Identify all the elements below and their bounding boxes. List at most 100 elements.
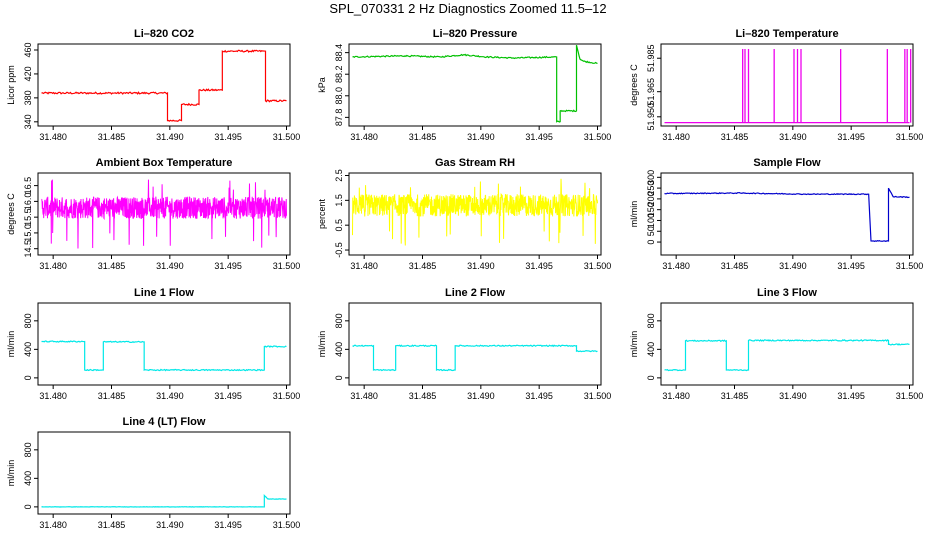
y-axis-label: degrees C bbox=[629, 64, 639, 106]
y-tick-label: 100 bbox=[646, 213, 656, 228]
x-tick-label: 31.485 bbox=[98, 132, 126, 142]
x-tick-label: 31.490 bbox=[779, 261, 807, 271]
series-line bbox=[41, 49, 287, 122]
plot-frame bbox=[348, 172, 602, 256]
x-tick-label: 31.490 bbox=[779, 391, 807, 401]
x-tick-label: 31.480 bbox=[350, 132, 378, 142]
data-area bbox=[352, 178, 598, 246]
y-axis-label: kPa bbox=[317, 77, 327, 93]
y-tick-label: 0 bbox=[646, 375, 656, 380]
x-tick-label: 31.485 bbox=[98, 261, 126, 271]
x-tick-label: 31.480 bbox=[662, 391, 690, 401]
y-axis-label: percent bbox=[317, 198, 327, 229]
y-tick-label: 250 bbox=[646, 181, 656, 196]
y-tick-label: 0 bbox=[646, 240, 656, 245]
y-tick-label: 200 bbox=[646, 191, 656, 206]
x-tick-label: 31.490 bbox=[467, 132, 495, 142]
y-tick-label: 300 bbox=[646, 170, 656, 185]
x-tick-label: 31.495 bbox=[525, 132, 553, 142]
plot-frame bbox=[348, 302, 602, 386]
x-tick-label: 31.500 bbox=[273, 520, 301, 530]
y-tick-label: 0 bbox=[23, 375, 33, 380]
x-tick-label: 31.500 bbox=[273, 132, 301, 142]
y-tick-label: 15.5 bbox=[23, 208, 33, 226]
y-tick-label: 460 bbox=[23, 42, 33, 57]
y-tick-label: 0.5 bbox=[334, 219, 344, 232]
x-tick-label: 31.495 bbox=[837, 391, 865, 401]
y-tick-label: 1.5 bbox=[334, 194, 344, 207]
figure-title: SPL_070331 2 Hz Diagnostics Zoomed 11.5–… bbox=[329, 1, 607, 16]
series-line bbox=[352, 44, 598, 123]
data-area bbox=[352, 44, 598, 123]
y-tick-label: 14.5 bbox=[23, 240, 33, 258]
y-tick-label: 2.5 bbox=[334, 169, 344, 182]
y-tick-label: 0 bbox=[23, 504, 33, 509]
x-tick-label: 31.495 bbox=[214, 132, 242, 142]
data-area bbox=[41, 493, 287, 508]
series-line bbox=[41, 493, 287, 508]
chart-panel-1: Li–820 CO2 31.480 31.485 31.490 31.495 31.500… bbox=[6, 28, 300, 142]
y-tick-label: 800 bbox=[646, 313, 656, 328]
x-tick-label: 31.500 bbox=[273, 391, 301, 401]
series-line bbox=[41, 340, 287, 372]
x-tick-label: 31.490 bbox=[156, 261, 184, 271]
x-tick-label: 31.485 bbox=[98, 520, 126, 530]
plot-frame bbox=[37, 431, 291, 515]
x-tick-label: 31.485 bbox=[721, 391, 749, 401]
y-tick-label: -0.5 bbox=[334, 242, 344, 258]
plot-frame bbox=[660, 172, 914, 256]
y-tick-label: 88.0 bbox=[334, 87, 344, 105]
plot-frame bbox=[660, 43, 914, 127]
y-tick-label: 15.0 bbox=[23, 224, 33, 242]
x-tick-label: 31.480 bbox=[39, 520, 67, 530]
panel-title: Gas Stream RH bbox=[435, 157, 515, 169]
x-tick-label: 31.500 bbox=[896, 261, 924, 271]
x-tick-label: 31.495 bbox=[837, 261, 865, 271]
panel-title: Ambient Box Temperature bbox=[96, 157, 233, 169]
y-axis-label: ml/min bbox=[629, 201, 639, 228]
x-tick-label: 31.480 bbox=[39, 261, 67, 271]
panel-title: Line 4 (LT) Flow bbox=[123, 416, 206, 428]
x-tick-label: 31.495 bbox=[214, 391, 242, 401]
data-area bbox=[41, 340, 287, 372]
y-tick-label: 16.0 bbox=[23, 193, 33, 211]
y-axis-label: ml/min bbox=[317, 331, 327, 358]
y-tick-label: 16.5 bbox=[23, 177, 33, 195]
x-tick-label: 31.500 bbox=[273, 261, 301, 271]
data-area bbox=[664, 187, 910, 242]
y-tick-label: 420 bbox=[23, 66, 33, 81]
y-axis-label: ml/min bbox=[6, 460, 16, 487]
y-tick-label: 87.8 bbox=[334, 109, 344, 127]
x-tick-label: 31.490 bbox=[156, 520, 184, 530]
y-tick-label: 88.2 bbox=[334, 65, 344, 83]
y-axis-label: ml/min bbox=[629, 331, 639, 358]
y-axis-label: degrees C bbox=[6, 193, 16, 235]
series-line bbox=[664, 187, 910, 242]
y-tick-label: 400 bbox=[646, 342, 656, 357]
data-area bbox=[664, 338, 910, 372]
chart-panel-2: Li–820 Pressure 31.480 31.485 31.490 31.495 3… bbox=[317, 28, 611, 142]
y-tick-label: 51.950 bbox=[646, 103, 656, 131]
y-tick-label: 400 bbox=[23, 342, 33, 357]
data-area bbox=[352, 344, 598, 372]
chart-panel-5: Gas Stream RH 31.480 31.485 31.490 31.495 31.… bbox=[317, 157, 611, 271]
chart-panel-6: Sample Flow 31.480 31.485 31.490 31.495 31.50… bbox=[629, 157, 923, 271]
panel-title: Li–820 CO2 bbox=[134, 28, 194, 40]
series-line bbox=[352, 344, 598, 372]
chart-panel-3: Li–820 Temperature 31.480 31.485 31.490 31.4… bbox=[629, 28, 923, 142]
plot-frame bbox=[348, 43, 602, 127]
x-tick-label: 31.500 bbox=[584, 391, 612, 401]
plot-frame bbox=[37, 43, 291, 127]
y-tick-label: 88.4 bbox=[334, 44, 344, 62]
panel-title: Li–820 Temperature bbox=[735, 28, 838, 40]
series-line bbox=[41, 179, 287, 249]
data-area bbox=[664, 49, 912, 124]
plot-frame bbox=[37, 172, 291, 256]
y-tick-label: 400 bbox=[334, 342, 344, 357]
x-tick-label: 31.485 bbox=[721, 132, 749, 142]
y-axis-label: ml/min bbox=[6, 331, 16, 358]
x-tick-label: 31.495 bbox=[525, 261, 553, 271]
panel-title: Line 2 Flow bbox=[445, 287, 505, 299]
y-tick-label: 800 bbox=[334, 313, 344, 328]
